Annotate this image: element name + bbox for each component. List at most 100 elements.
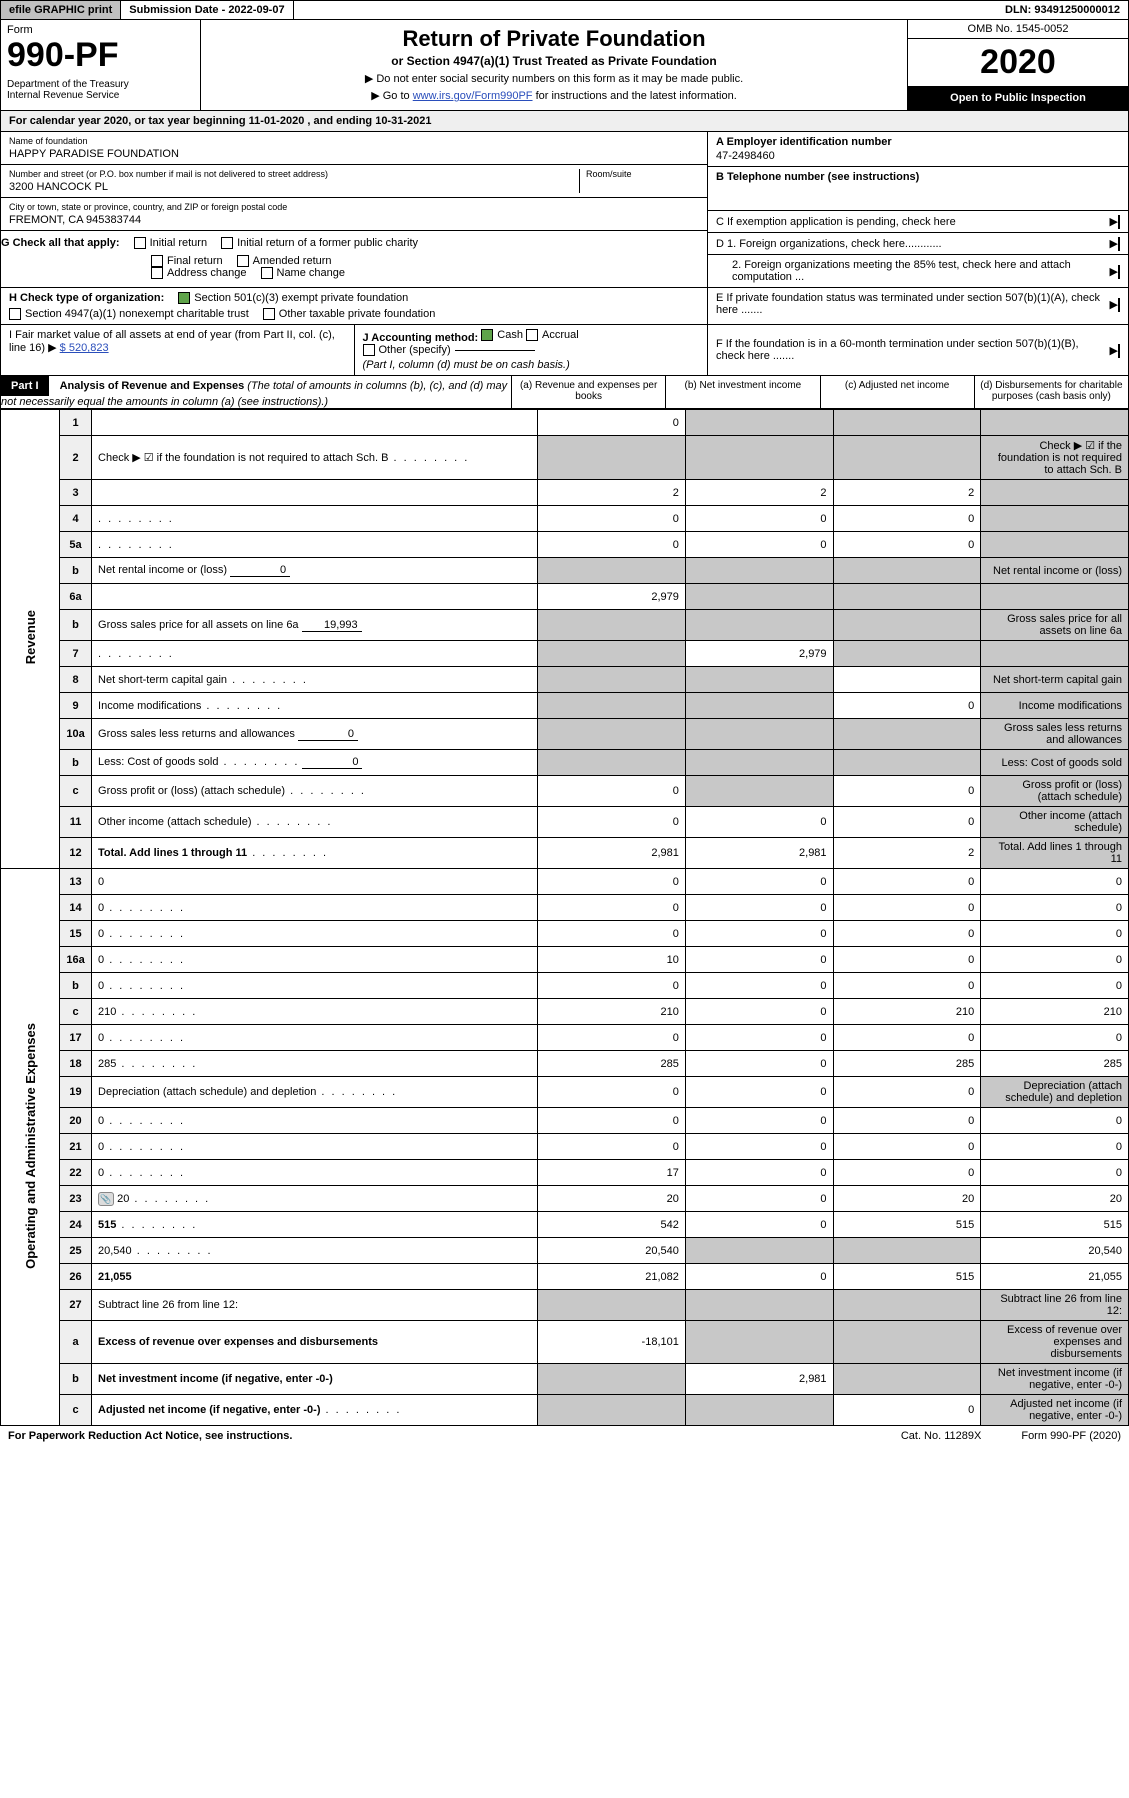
amount-cell: Gross sales price for all assets on line… [981,610,1129,641]
ein-label: A Employer identification number [716,136,1120,148]
amount-cell: 0 [685,1051,833,1077]
chk-j-other[interactable]: Other (specify) [363,344,535,356]
amount-cell [833,1238,981,1264]
footer-form: Form 990-PF (2020) [1021,1430,1121,1442]
amount-cell [538,667,686,693]
amount-cell: 0 [538,1025,686,1051]
top-bar: efile GRAPHIC print Submission Date - 20… [0,0,1129,20]
table-row: 11Other income (attach schedule)000Other… [1,807,1129,838]
line-description: Less: Cost of goods sold 0 [92,750,538,776]
line-description: Adjusted net income (if negative, enter … [92,1395,538,1426]
chk-d1[interactable] [1118,237,1120,251]
chk-accrual[interactable]: Accrual [526,329,579,341]
chk-initial-return[interactable]: Initial return [134,237,207,249]
table-row: 6a2,979 [1,584,1129,610]
chk-4947[interactable]: Section 4947(a)(1) nonexempt charitable … [9,308,249,320]
amount-cell: 2,979 [685,641,833,667]
line-number: 14 [60,895,92,921]
efile-label[interactable]: efile GRAPHIC print [1,1,121,19]
chk-d2[interactable] [1118,265,1120,279]
chk-initial-former[interactable]: Initial return of a former public charit… [221,237,418,249]
line-number: 2 [60,436,92,480]
amount-cell [538,1395,686,1426]
line-number: 6a [60,584,92,610]
amount-cell: Adjusted net income (if negative, enter … [981,1395,1129,1426]
amount-cell: Other income (attach schedule) [981,807,1129,838]
chk-address-change[interactable]: Address change [151,267,247,279]
table-row: 16a010000 [1,947,1129,973]
amount-cell: 285 [538,1051,686,1077]
amount-cell [538,436,686,480]
amount-cell: 0 [981,973,1129,999]
amount-cell: 542 [538,1212,686,1238]
table-row: b00000 [1,973,1129,999]
chk-final-return[interactable]: Final return [151,255,223,267]
amount-cell [981,506,1129,532]
amount-cell [685,558,833,584]
chk-f[interactable] [1118,344,1120,358]
amount-cell: 0 [833,973,981,999]
amount-cell: 17 [538,1160,686,1186]
amount-cell: 0 [833,776,981,807]
table-row: 19Depreciation (attach schedule) and dep… [1,1077,1129,1108]
chk-e[interactable] [1118,298,1120,312]
amount-cell: 0 [685,1077,833,1108]
attachment-icon[interactable]: 📎 [98,1192,114,1206]
amount-cell [538,610,686,641]
amount-cell: 0 [833,947,981,973]
instructions-link[interactable]: www.irs.gov/Form990PF [413,90,533,102]
amount-cell: 0 [833,506,981,532]
line-number: b [60,750,92,776]
amount-cell: 0 [538,776,686,807]
amount-cell: 0 [538,1077,686,1108]
amount-cell: Depreciation (attach schedule) and deple… [981,1077,1129,1108]
amount-cell [685,719,833,750]
amount-cell: 2,981 [685,838,833,869]
amount-cell: 0 [538,506,686,532]
i-value[interactable]: $ 520,823 [60,342,109,354]
line-number: 18 [60,1051,92,1077]
amount-cell: 285 [981,1051,1129,1077]
amount-cell: 0 [981,1108,1129,1134]
amount-cell [833,558,981,584]
page-footer: For Paperwork Reduction Act Notice, see … [0,1426,1129,1446]
line-description: Net short-term capital gain [92,667,538,693]
chk-other-taxable[interactable]: Other taxable private foundation [263,308,436,320]
amount-cell [981,410,1129,436]
line-description [92,506,538,532]
table-row: 72,979 [1,641,1129,667]
h-label: H Check type of organization: [9,292,164,304]
g-label: G Check all that apply: [1,237,120,249]
phone-label: B Telephone number (see instructions) [716,171,1120,183]
amount-cell [538,750,686,776]
line-number: 20 [60,1108,92,1134]
amount-cell: 2,981 [538,838,686,869]
chk-cash[interactable]: Cash [481,329,523,341]
amount-cell [981,480,1129,506]
form-number: 990-PF [7,36,194,75]
line-number: 24 [60,1212,92,1238]
amount-cell: Net investment income (if negative, ente… [981,1364,1129,1395]
amount-cell: Check ▶ ☑ if the foundation is not requi… [981,436,1129,480]
amount-cell: 0 [538,921,686,947]
chk-501c3[interactable]: Section 501(c)(3) exempt private foundat… [178,292,408,304]
amount-cell [833,1364,981,1395]
amount-cell: Net rental income or (loss) [981,558,1129,584]
amount-cell: 210 [538,999,686,1025]
amount-cell [538,1364,686,1395]
f-label: F If the foundation is in a 60-month ter… [716,338,1102,362]
chk-name-change[interactable]: Name change [261,267,346,279]
chk-c[interactable] [1118,215,1120,229]
col-a-head: (a) Revenue and expenses per books [511,376,665,408]
amount-cell: 10 [538,947,686,973]
form-note-1: ▶ Do not enter social security numbers o… [207,72,901,85]
chk-amended-return[interactable]: Amended return [237,255,332,267]
amount-cell: 0 [685,1025,833,1051]
line-number: 22 [60,1160,92,1186]
ein-value: 47-2498460 [716,150,1120,162]
amount-cell: 0 [538,410,686,436]
line-description [92,480,538,506]
amount-cell [833,667,981,693]
form-subtitle: or Section 4947(a)(1) Trust Treated as P… [207,54,901,68]
dept-label: Department of the Treasury Internal Reve… [7,79,194,101]
